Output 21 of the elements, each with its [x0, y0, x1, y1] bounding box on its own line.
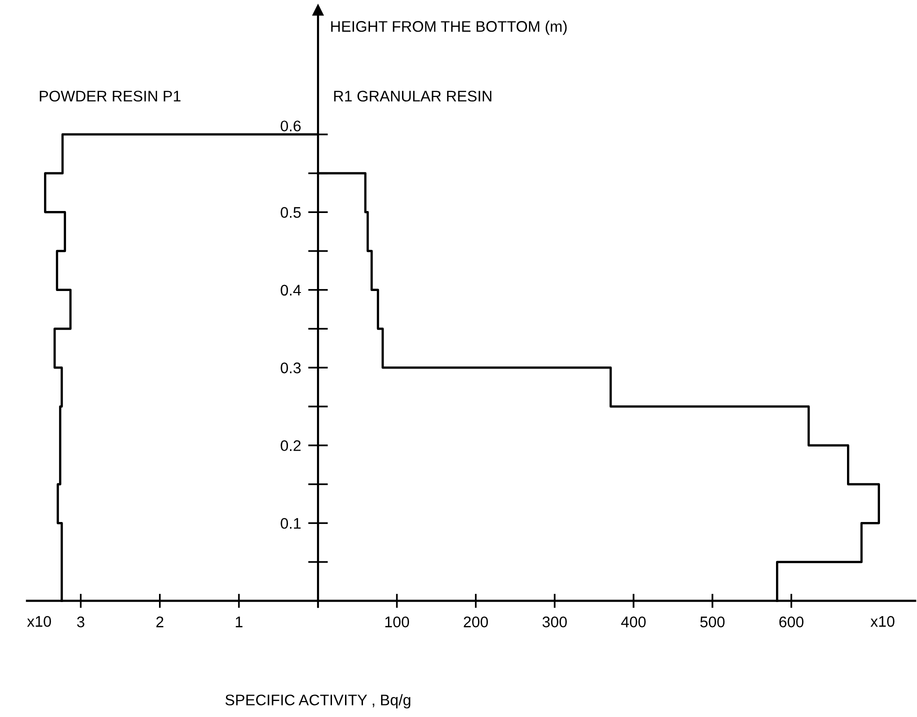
x-tick-label: 500	[700, 616, 725, 628]
text: x10	[27, 616, 51, 627]
x-tick-label: 100	[385, 616, 410, 628]
x-tick-label: 2	[156, 616, 164, 628]
x-tick-label: 3	[77, 616, 84, 628]
x-tick-label: 200	[464, 616, 488, 628]
y-tick-label: 0.4	[280, 284, 301, 296]
y-tick-label: 0.5	[280, 207, 301, 218]
x-tick-label: 400	[621, 616, 646, 628]
x-tick-label: 1	[236, 616, 242, 628]
text: x10	[870, 616, 894, 627]
y-axis-title: HEIGHT FROM THE BOTTOM (m)	[331, 20, 567, 35]
y-tick-label: 0.6	[280, 120, 301, 132]
y-tick-label: 0.2	[280, 440, 301, 452]
x-tick-label: 300	[542, 616, 567, 628]
x-tick-label: 600	[779, 616, 804, 628]
text: POWDER RESIN P1	[40, 90, 180, 102]
text: R1 GRANULAR RESIN	[334, 90, 492, 102]
y-tick-label: 0.3	[280, 362, 301, 374]
y-tick-label: 0.1	[280, 518, 301, 529]
x-axis-title: SPECIFIC ACTIVITY , Bq/g	[225, 694, 410, 708]
